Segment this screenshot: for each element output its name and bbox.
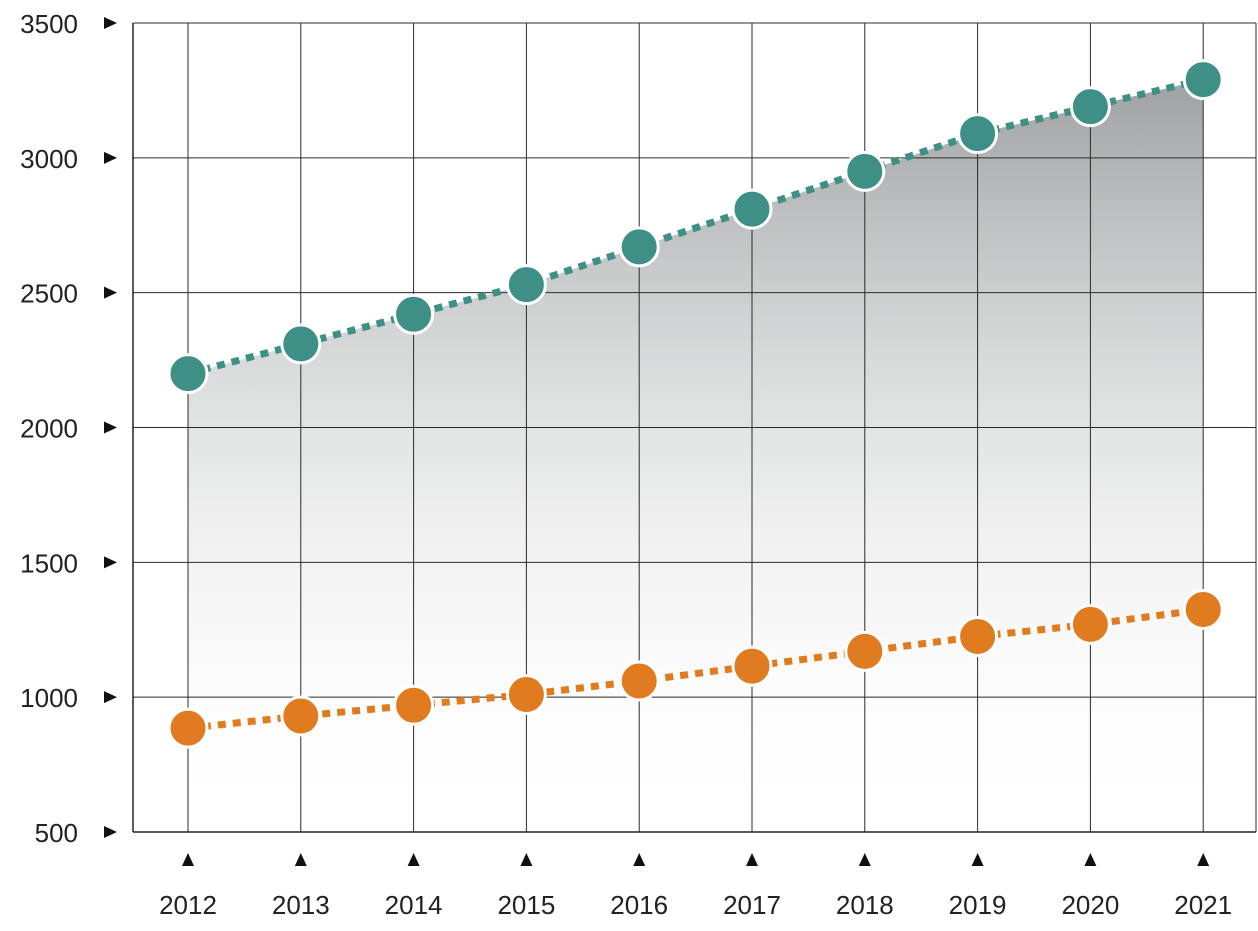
y-tick-label-3000: 3000	[20, 144, 78, 174]
series-0-point-2020	[1069, 86, 1111, 128]
x-tick-arrow-icon	[1084, 853, 1097, 866]
series-0-point-2012	[167, 353, 209, 395]
series-1-point-2019	[957, 615, 999, 657]
series-layer	[167, 59, 1224, 749]
x-tick-label-2017: 2017	[723, 890, 781, 920]
x-tick-arrow-icon	[182, 853, 194, 866]
x-tick-label-2015: 2015	[497, 890, 555, 920]
x-tick-label-2020: 2020	[1061, 890, 1119, 920]
series-1-point-2013	[280, 695, 322, 737]
series-0-point-2015	[505, 264, 547, 306]
y-tick-arrow-icon	[104, 421, 117, 434]
series-0-point-2017	[731, 188, 773, 230]
x-tick-arrow-icon	[294, 853, 307, 866]
area-fill	[188, 79, 1204, 832]
x-tick-label-2013: 2013	[272, 890, 330, 920]
grid-layer	[133, 22, 1257, 832]
series-0-line	[187, 76, 1205, 377]
y-tick-arrow-icon	[104, 826, 117, 838]
series-1-line	[187, 606, 1204, 732]
x-tick-arrow-icon	[746, 853, 758, 866]
y-tick-label-500: 500	[35, 818, 78, 848]
x-tick-arrow-icon	[971, 853, 984, 866]
series-0-point-2014	[393, 293, 435, 335]
x-tick-label-2016: 2016	[610, 890, 668, 920]
x-tick-label-2021: 2021	[1174, 890, 1232, 920]
series-1-point-2015	[505, 673, 547, 715]
series-1-point-2021	[1182, 589, 1224, 631]
series-0-point-2019	[957, 113, 999, 155]
y-tick-label-2000: 2000	[20, 414, 78, 444]
y-tick-arrow-icon	[104, 691, 117, 704]
series-1-point-2016	[618, 660, 660, 702]
series-1-point-2017	[731, 645, 773, 687]
x-tick-label-2018: 2018	[836, 890, 894, 920]
y-tick-arrow-icon	[104, 286, 117, 299]
series-1-point-2018	[844, 630, 886, 672]
y-tick-label-1000: 1000	[20, 683, 78, 713]
series-0-point-2016	[618, 226, 660, 268]
axes-layer: 500 1000 1500 2000 2500 3000 3500 2012 2013 2014 2…	[20, 9, 1256, 920]
y-tick-arrow-icon	[104, 556, 117, 569]
y-tick-arrow-icon	[104, 151, 117, 164]
x-tick-arrow-icon	[520, 853, 533, 866]
x-tick-arrow-icon	[858, 853, 871, 866]
series-0-point-2013	[280, 323, 322, 365]
y-tick-label-2500: 2500	[20, 279, 78, 309]
series-1-point-2020	[1069, 603, 1111, 645]
y-tick-arrow-icon	[104, 17, 117, 29]
x-tick-arrow-icon	[407, 853, 420, 866]
series-1-point-2012	[167, 707, 209, 749]
x-tick-label-2014: 2014	[385, 890, 443, 920]
x-tick-label-2019: 2019	[949, 890, 1007, 920]
series-0-point-2021	[1182, 59, 1224, 101]
series-0-point-2018	[844, 150, 886, 192]
y-tick-label-3500: 3500	[20, 9, 78, 39]
series-1-point-2014	[393, 684, 435, 726]
x-tick-arrow-icon	[1197, 853, 1210, 866]
area-layer	[188, 79, 1204, 832]
x-tick-label-2012: 2012	[159, 890, 217, 920]
y-tick-label-1500: 1500	[20, 548, 78, 578]
x-tick-arrow-icon	[633, 853, 646, 866]
